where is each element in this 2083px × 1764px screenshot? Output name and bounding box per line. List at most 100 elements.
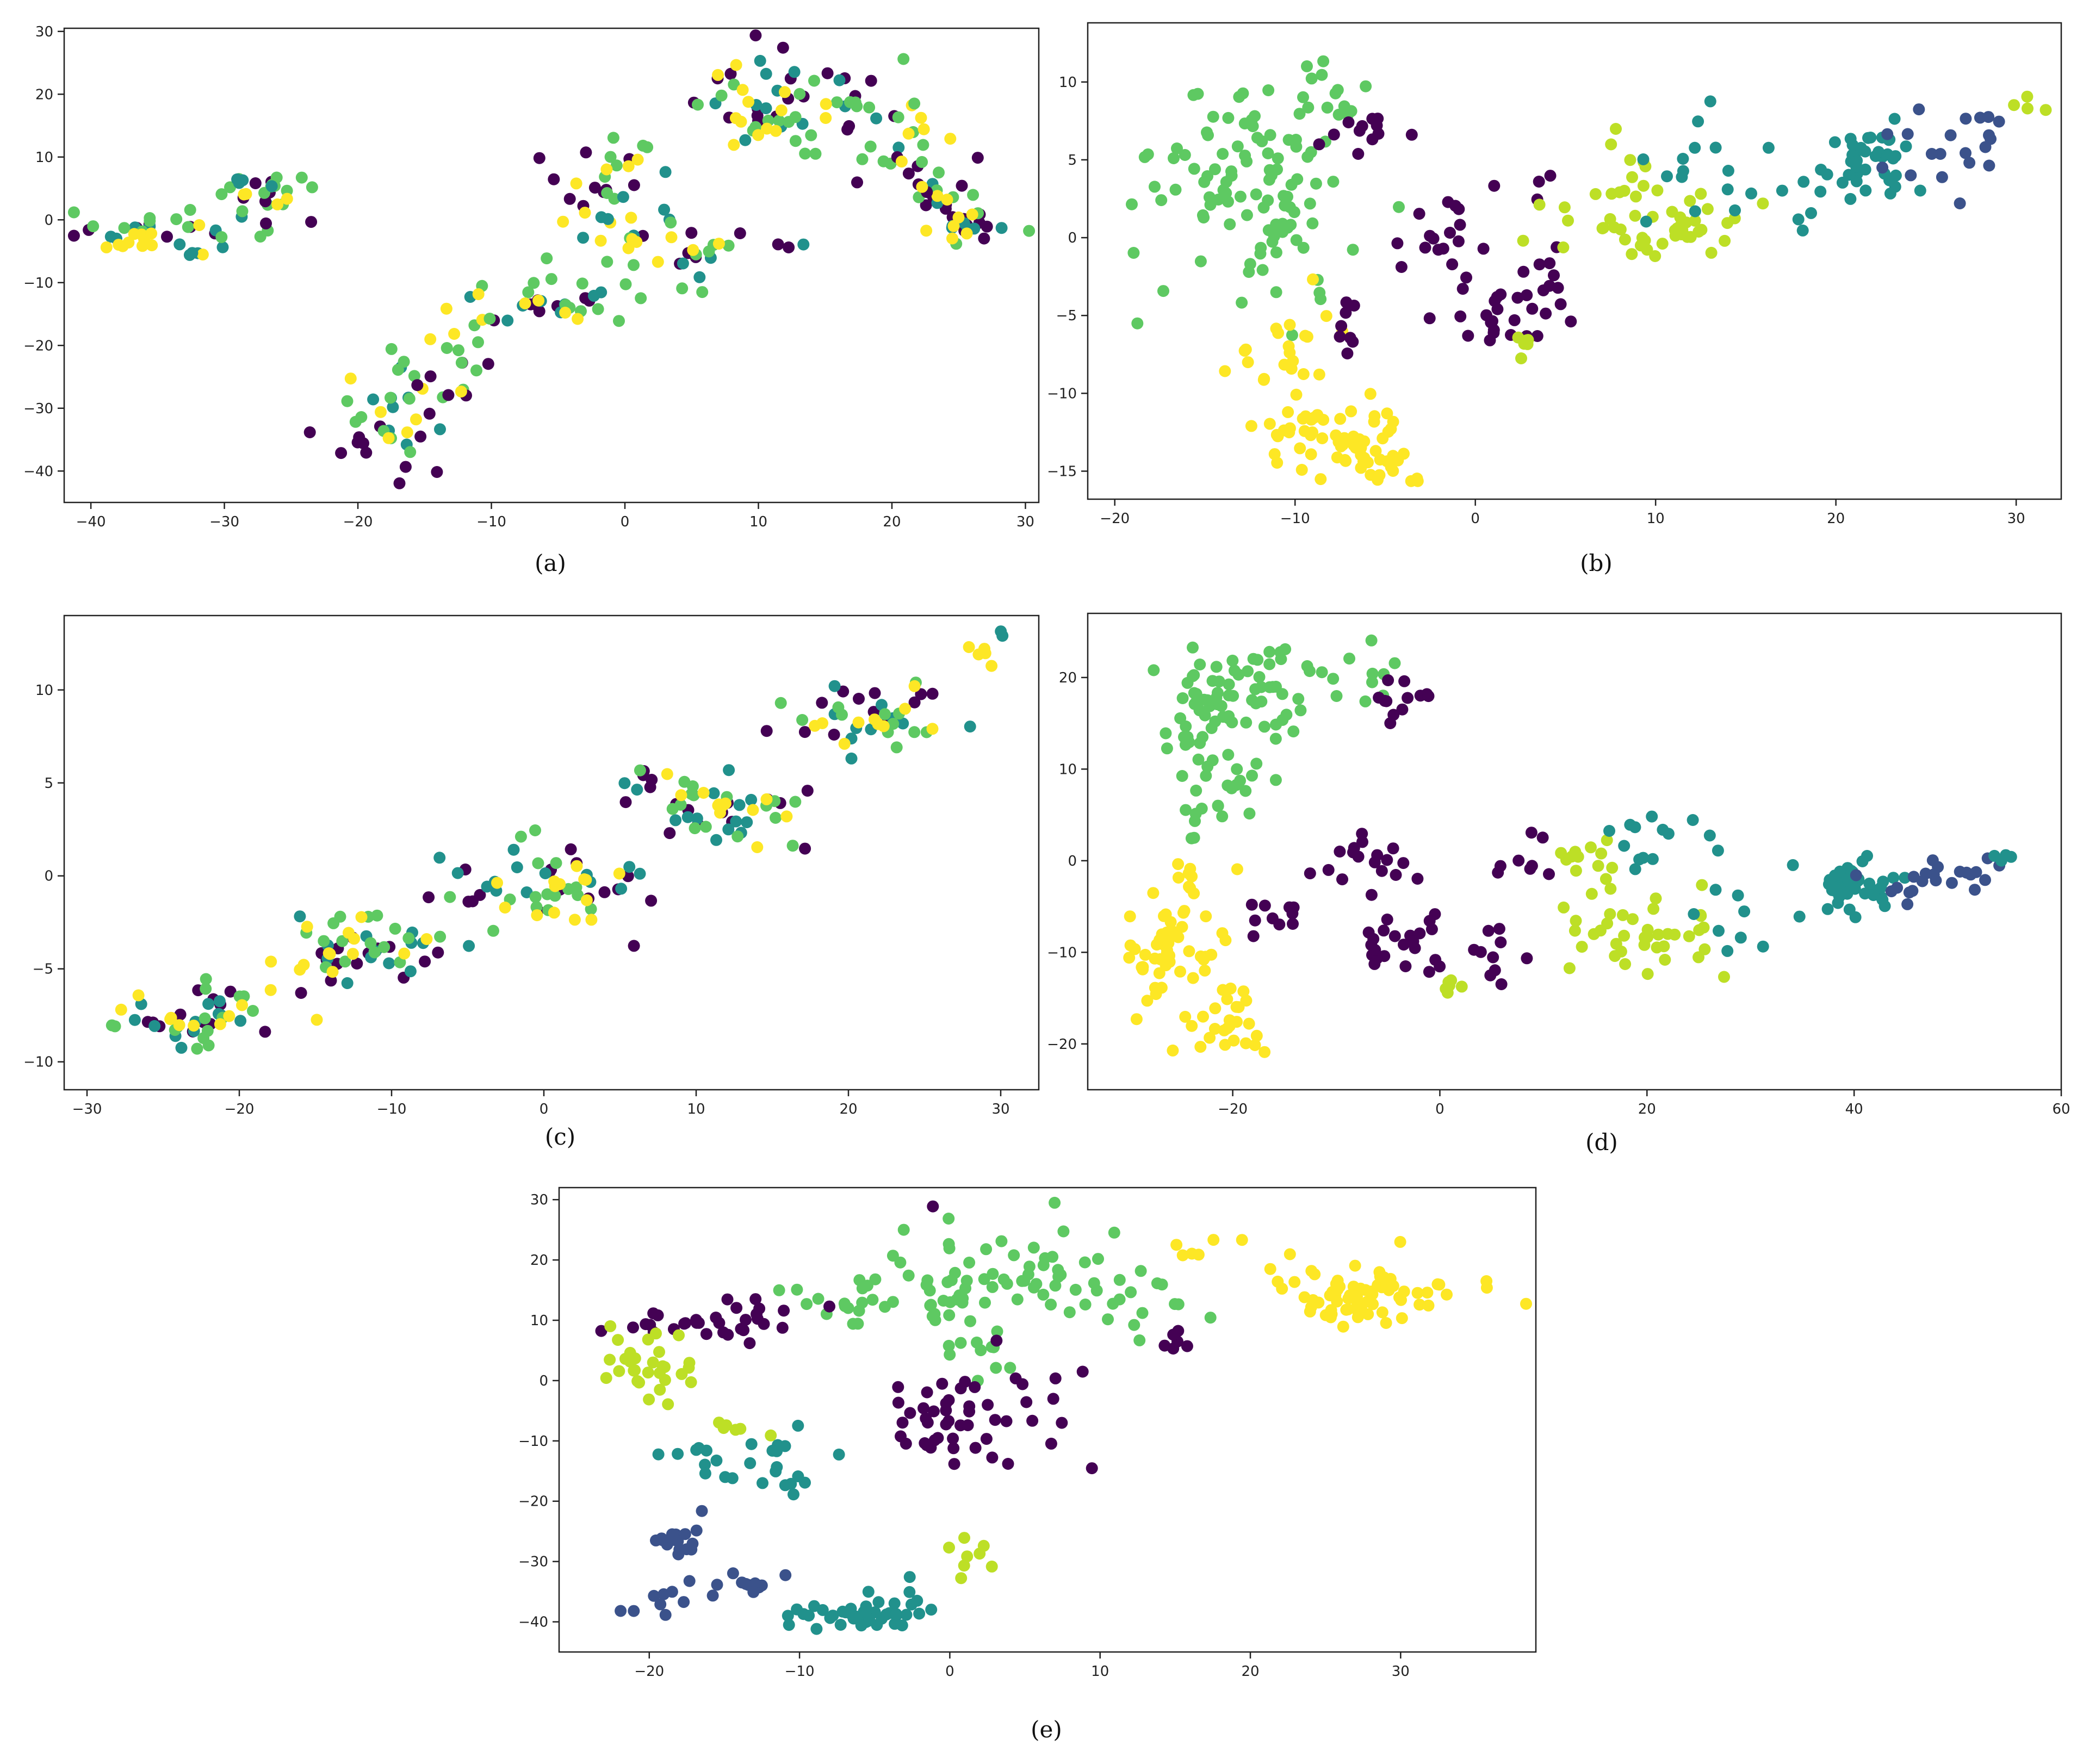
data-point [303,426,316,438]
data-point [866,1294,879,1306]
data-point [1419,241,1431,254]
data-point [648,1589,660,1602]
data-point [904,1407,916,1419]
data-point [455,386,467,397]
data-point [341,977,354,989]
data-point [554,878,566,890]
x-tick-label: 20 [883,514,901,530]
data-point [1609,950,1621,962]
data-point [375,406,387,418]
data-point [687,244,699,256]
data-point [357,437,369,450]
plot-frame-a [63,27,1040,504]
data-point [654,1598,667,1611]
data-point [1558,901,1570,914]
data-point [899,703,912,715]
data-point [1862,132,1874,144]
data-point [1167,1328,1180,1341]
data-point [1315,293,1327,306]
data-point [224,985,237,998]
data-point [828,729,840,741]
data-point [240,188,252,200]
data-point [1899,872,1911,884]
data-point [739,134,752,146]
data-point [2039,104,2052,116]
data-point [341,395,354,407]
data-point [1405,128,1418,141]
data-point [1595,847,1608,860]
data-point [1285,178,1298,191]
data-point [700,1328,712,1340]
data-point [956,1296,969,1309]
data-point [1641,923,1654,936]
data-point [577,232,590,244]
data-point [652,1448,665,1461]
data-point [847,1318,859,1330]
data-point [1369,944,1381,956]
data-point [1540,307,1552,320]
data-point [1306,217,1319,229]
data-point [796,714,809,726]
data-point [943,1309,956,1321]
data-point [132,989,145,1002]
data-point [1269,774,1282,786]
data-point [971,1336,983,1349]
data-point [1287,725,1300,738]
data-point [1554,298,1567,310]
data-point [1385,423,1397,435]
data-point [1398,675,1411,687]
data-point [1331,1283,1344,1296]
data-point [1349,1259,1361,1272]
data-point [604,1320,617,1332]
data-point [216,241,229,253]
data-point [693,271,706,283]
data-point [1180,720,1192,732]
data-point [1037,1259,1050,1271]
data-point [1231,863,1243,875]
data-point [635,292,647,305]
y-tick-label: −20 [23,338,53,354]
points-b [1126,55,2052,487]
data-point [1422,1299,1435,1312]
data-point [740,1577,752,1590]
data-point [691,812,703,825]
data-point [1722,165,1734,177]
data-point [895,156,908,168]
data-point [1211,687,1224,699]
data-point [1222,195,1234,208]
data-point [1226,716,1238,729]
data-point [613,867,625,880]
data-point [1023,225,1036,237]
data-point [948,1458,960,1470]
data-point [434,423,446,436]
data-point [770,812,782,824]
data-point [214,1018,226,1030]
data-point [685,1376,697,1388]
data-point [662,1398,674,1411]
data-point [196,249,209,261]
data-point [1197,1010,1209,1023]
data-point [529,891,542,903]
data-point [1684,231,1697,243]
data-point [897,1223,910,1236]
data-point [1600,873,1612,885]
data-point [747,1586,760,1598]
data-point [619,278,632,290]
data-point [1376,1306,1388,1319]
panel-caption-d: (d) [1585,1129,1618,1156]
data-point [1610,937,1622,950]
data-point [979,1296,991,1309]
data-point [511,861,523,873]
data-point [641,141,654,153]
data-point [974,1548,986,1560]
data-point [1712,844,1724,857]
x-tick-label: 0 [540,1101,549,1117]
data-point [1687,814,1699,826]
data-point [1057,1225,1070,1238]
data-point [1241,209,1253,221]
data-point [1380,1317,1392,1329]
data-point [773,115,785,127]
data-point [659,166,672,178]
data-point [1626,171,1638,183]
data-point [1592,860,1604,872]
